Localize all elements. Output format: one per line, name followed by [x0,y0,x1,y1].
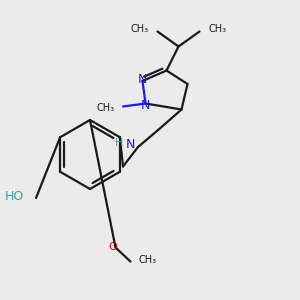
Text: N: N [126,137,135,151]
Text: N: N [141,98,150,112]
Text: CH₃: CH₃ [130,23,148,34]
Text: HO: HO [5,190,24,203]
Text: O: O [108,242,117,253]
Text: N: N [138,73,147,86]
Text: CH₃: CH₃ [97,103,115,113]
Text: H: H [115,138,124,148]
Text: CH₃: CH₃ [139,255,157,265]
Text: CH₃: CH₃ [208,23,226,34]
